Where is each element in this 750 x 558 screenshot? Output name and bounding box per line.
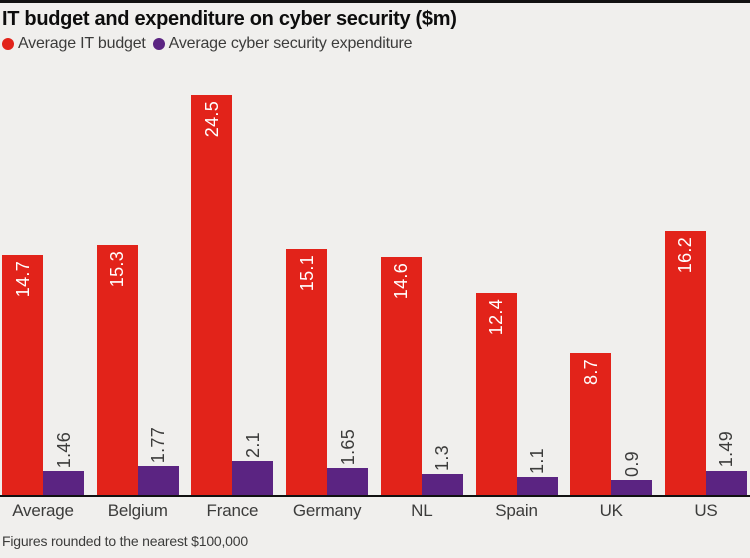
bar-group: 14.7 1.46 (2, 255, 84, 495)
x-axis-label: Spain (495, 501, 538, 520)
bar-cyber-expenditure: 1.3 (421, 445, 463, 495)
bar-it-budget: 15.1 (286, 248, 328, 495)
bar-value-label: 15.3 (107, 251, 128, 288)
bar-it-budget: 14.6 (380, 256, 422, 495)
bar-value-label: 1.1 (527, 448, 548, 474)
x-axis-label: France (206, 501, 259, 520)
circle-dot-icon (2, 38, 14, 50)
bar-value-label: 8.7 (580, 359, 601, 385)
bar-it-budget: 8.7 (570, 353, 612, 495)
bar-cyber-expenditure: 0.9 (611, 451, 653, 495)
x-axis-label: Belgium (107, 501, 168, 520)
bar-value-label: 1.77 (148, 426, 169, 464)
bar-value-label: 24.5 (201, 101, 222, 138)
bar-value-label: 2.1 (242, 431, 263, 458)
x-axis-labels: Average Belgium France Germany NL Spain UK US (0, 497, 750, 521)
legend-item-cyber-expenditure: Average cyber security expenditure (152, 35, 413, 53)
x-axis-line (0, 495, 750, 497)
bar-cyber-expenditure: 1.65 (327, 429, 369, 495)
bar-value-label: 14.6 (391, 262, 412, 299)
bar-value-label: 1.3 (432, 444, 453, 471)
circle-dot-icon (152, 38, 165, 50)
bar-it-budget: 24.5 (191, 95, 233, 495)
bar-cyber-expenditure: 1.49 (705, 431, 747, 495)
bar-cyber-expenditure: 1.1 (516, 448, 558, 495)
bar-value-label: 1.49 (716, 431, 737, 468)
legend: Average IT budget Average cyber security… (2, 35, 750, 53)
bar-it-budget: 16.2 (664, 230, 706, 495)
footnote: Figures rounded to the nearest $100,000 (2, 533, 248, 549)
bar-cyber-expenditure: 1.46 (43, 432, 84, 495)
bar-group: 14.6 1.3 (380, 256, 463, 495)
bar-cyber-expenditure: 2.1 (232, 432, 274, 495)
x-axis-label: Germany (292, 501, 362, 520)
bar-value-label: 1.46 (53, 431, 74, 469)
bar-group: 24.5 2.1 (191, 95, 274, 495)
bar-group: 15.1 1.65 (286, 248, 369, 495)
bar-group: 15.3 1.77 (96, 245, 179, 495)
bar-group: 12.4 1.1 (475, 292, 558, 495)
bar-it-budget: 12.4 (475, 292, 517, 495)
bar-value-label: 12.4 (486, 298, 507, 335)
bar-value-label: 14.7 (12, 261, 33, 298)
bar-value-label: 1.65 (337, 428, 358, 466)
legend-item-it-budget: Average IT budget (2, 35, 146, 53)
chart-title: IT budget and expenditure on cyber secur… (2, 8, 457, 30)
bar-value-label: 0.9 (621, 451, 642, 478)
x-axis-label: Average (12, 501, 74, 520)
bar-group: 16.2 1.49 (664, 230, 747, 495)
bar-it-budget: 15.3 (96, 245, 138, 495)
top-rule (0, 0, 750, 3)
bar-it-budget: 14.7 (2, 255, 43, 495)
bar-value-label: 16.2 (675, 236, 696, 273)
bar-value-label: 15.1 (296, 254, 317, 291)
x-axis-label: UK (599, 501, 623, 520)
bar-group: 8.7 0.9 (570, 353, 653, 495)
plot-area: 14.7 1.46 15.3 1.77 24.5 2.1 15.1 1.65 14.6 1.3 12… (0, 53, 750, 495)
x-axis-label: NL (411, 501, 433, 520)
bar-cyber-expenditure: 1.77 (137, 427, 179, 495)
legend-label: Average IT budget (18, 35, 146, 52)
legend-label: Average cyber security expenditure (168, 35, 413, 52)
x-axis-label: US (694, 501, 718, 520)
